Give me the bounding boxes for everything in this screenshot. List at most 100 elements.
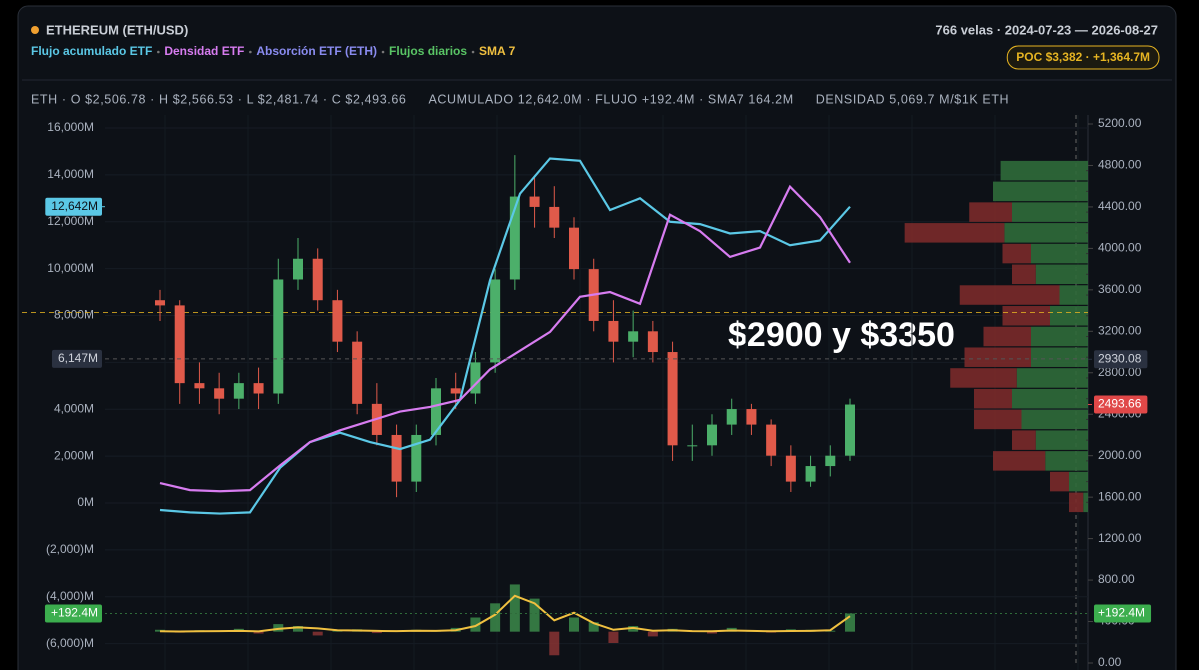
candle-body	[628, 331, 639, 342]
legend-entry: Absorción ETF (ETH)	[256, 44, 377, 58]
candle-body	[647, 331, 658, 353]
y-tick-label: 4,000M	[54, 401, 94, 415]
profile-buy	[1035, 430, 1088, 450]
pane-badge-text: +192.4M	[1098, 606, 1145, 620]
candle-body	[253, 383, 264, 394]
y-tick-label: (6,000)M	[46, 636, 94, 650]
panel	[17, 5, 1177, 670]
flow-bar	[253, 631, 264, 634]
profile-buy	[1000, 160, 1088, 181]
chart-title: ETHEREUM (ETH/USD)	[46, 22, 188, 37]
y2-tick-label: 4800.00	[1098, 158, 1142, 172]
candle-body	[707, 424, 717, 446]
pane-badge	[44, 604, 102, 623]
y2-tick-label: 3200.00	[1098, 323, 1142, 337]
profile-buy	[1021, 409, 1088, 430]
candle-body	[332, 300, 343, 342]
profile-buy	[1035, 264, 1088, 285]
candle-body	[845, 404, 855, 456]
marker-badge-text: 2930.08	[1098, 351, 1142, 365]
y-tick-label: 14,000M	[47, 167, 94, 181]
candle-body	[450, 388, 461, 394]
candle-body	[194, 383, 205, 389]
profile-buy	[1012, 388, 1088, 409]
y-tick-label: 16,000M	[47, 120, 94, 134]
marker-badge-text: 12,642M	[51, 199, 98, 213]
marker-badge	[1094, 350, 1148, 369]
profile-sell	[950, 368, 1017, 388]
profile-buy	[1045, 451, 1088, 471]
y2-tick-label: 5200.00	[1098, 116, 1142, 130]
marker-badge-text: 6,147M	[58, 351, 98, 365]
profile-buy	[1031, 326, 1088, 347]
candle-body	[805, 466, 816, 482]
y2-tick-label: 1200.00	[1098, 531, 1142, 545]
profile-buy	[1012, 202, 1088, 222]
flow-bar	[293, 626, 303, 632]
legend-sep	[381, 50, 385, 54]
profile-sell	[1050, 471, 1069, 492]
y2-tick-label: 3600.00	[1098, 282, 1142, 296]
profile-sell	[964, 347, 1031, 367]
profile-sell	[974, 388, 1012, 409]
flow-line	[159, 157, 851, 515]
y2-tick-label: 4000.00	[1098, 241, 1142, 255]
legend-entry: Flujos diarios	[389, 44, 467, 58]
candle-body	[608, 320, 619, 342]
flow-bar	[509, 584, 520, 632]
profile-sell	[983, 326, 1031, 347]
y2-tick-label: 2000.00	[1098, 448, 1142, 462]
candle-body	[312, 258, 323, 301]
stats-text: DENSIDAD 5,069.7 M/$1K ETH	[816, 92, 1009, 106]
flow-bar	[707, 631, 717, 634]
profile-buy	[1016, 368, 1088, 388]
candle-body	[687, 445, 698, 447]
y2-tick-label: 800.00	[1098, 572, 1135, 586]
poc-badge	[1006, 45, 1160, 70]
candle-body	[569, 227, 579, 270]
flow-bar	[647, 631, 658, 637]
flow-bar	[588, 622, 599, 632]
pane-badge-text: +192.4M	[51, 606, 98, 620]
legend-entry: Flujo acumulado ETF	[31, 44, 152, 58]
profile-sell	[1002, 243, 1031, 264]
profile-sell	[1012, 264, 1036, 285]
profile-buy	[1069, 471, 1088, 492]
legend-sep	[249, 50, 252, 54]
y2-tick-label: 1600.00	[1098, 489, 1142, 503]
profile-buy	[993, 181, 1088, 202]
flow-bar	[490, 603, 501, 632]
legend-sep	[471, 50, 475, 54]
profile-sell	[904, 223, 1005, 243]
profile-buy	[1083, 492, 1088, 513]
candle-body	[470, 362, 481, 394]
profile-buy	[1059, 285, 1088, 305]
profile-buy	[1031, 347, 1088, 367]
candle-body	[509, 196, 520, 280]
flow-bar	[529, 598, 540, 632]
profile-sell	[993, 451, 1046, 471]
candle-body	[214, 388, 225, 399]
profile-buy	[1031, 243, 1088, 264]
y2-tick-label: 2800.00	[1098, 365, 1142, 379]
candle-body	[667, 352, 678, 446]
stats-text: ETH · O $2,506.78 · H $2,566.53 · L $2,4…	[31, 92, 406, 106]
y2-tick-label: 0.00	[1098, 655, 1122, 669]
profile-sell	[1012, 430, 1036, 450]
flow-line	[159, 184, 851, 493]
sma-line	[159, 594, 851, 633]
marker-badge	[51, 349, 102, 368]
flow-bar	[371, 631, 382, 634]
flow-bar	[845, 613, 855, 632]
poc-label: POC $3,382 · +1,364.7M	[1016, 50, 1150, 64]
profile-buy	[1004, 223, 1088, 243]
candle-body	[431, 388, 441, 435]
profile-sell	[959, 285, 1060, 305]
y-tick-label: 12,000M	[47, 214, 94, 228]
legend-entry: Densidad ETF	[164, 44, 244, 58]
candle-body	[490, 279, 501, 363]
candle-body	[529, 196, 540, 207]
y-tick-label: (4,000)M	[46, 589, 94, 603]
annotation: $2900 y $3350	[728, 316, 955, 354]
profile-sell	[1002, 306, 1050, 326]
